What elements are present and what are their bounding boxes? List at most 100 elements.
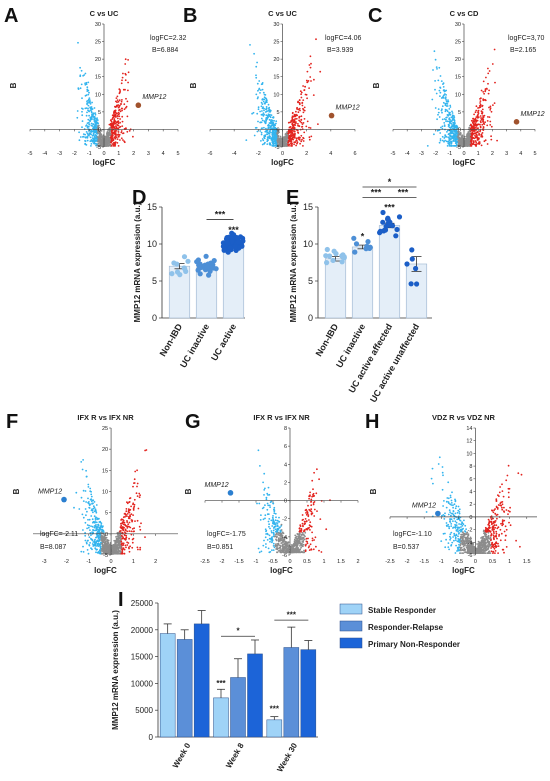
data-point xyxy=(123,141,126,144)
data-point xyxy=(458,508,461,511)
data-point xyxy=(474,140,477,142)
data-point xyxy=(272,130,275,133)
data-point xyxy=(256,130,259,133)
data-point xyxy=(299,545,301,547)
x-tick-label: 0 xyxy=(462,151,465,157)
data-point xyxy=(441,125,444,128)
x-tick-label: 1 xyxy=(117,151,120,157)
data-point xyxy=(260,101,263,104)
data-point xyxy=(259,110,261,113)
data-point xyxy=(87,102,89,104)
data-point xyxy=(271,525,274,527)
data-point xyxy=(79,87,82,90)
data-point xyxy=(302,140,305,142)
data-point xyxy=(255,65,258,68)
data-point xyxy=(449,533,452,536)
data-point xyxy=(257,89,259,92)
y-tick-label: 30 xyxy=(95,22,101,28)
data-point xyxy=(297,111,300,114)
x-tick-label: -2.5 xyxy=(200,559,209,565)
data-point xyxy=(111,548,114,551)
data-point xyxy=(293,130,296,133)
data-point xyxy=(95,139,98,142)
data-point xyxy=(439,91,442,94)
data-point xyxy=(484,89,487,91)
data-point xyxy=(87,99,89,102)
data-point xyxy=(448,143,451,146)
data-point xyxy=(111,544,113,547)
y-tick-label: 15 xyxy=(455,75,461,81)
data-point xyxy=(81,97,83,100)
data-point xyxy=(481,112,484,115)
data-point xyxy=(92,545,95,547)
data-point xyxy=(100,536,102,538)
data-point xyxy=(313,471,315,474)
data-point xyxy=(100,525,103,528)
data-point xyxy=(114,133,117,136)
data-point xyxy=(290,129,293,132)
data-point xyxy=(494,81,496,84)
y-tick-label: 6 xyxy=(284,444,287,450)
data-point xyxy=(255,93,258,96)
data-point xyxy=(312,94,315,96)
data-point xyxy=(93,526,96,529)
data-point xyxy=(309,491,311,494)
data-point xyxy=(86,549,89,551)
data-point xyxy=(132,135,134,138)
data-point xyxy=(118,99,121,102)
data-point xyxy=(133,530,136,533)
data-point xyxy=(301,101,304,104)
data-point xyxy=(298,103,301,106)
data-point xyxy=(134,470,137,473)
data-point xyxy=(116,541,118,544)
data-point xyxy=(127,523,130,526)
data-point xyxy=(480,89,483,92)
data-point xyxy=(263,472,266,475)
data-point xyxy=(127,71,130,74)
data-point xyxy=(276,551,278,554)
data-point xyxy=(83,74,86,76)
data-point xyxy=(122,519,125,522)
data-point xyxy=(310,510,313,513)
data-point xyxy=(278,516,280,519)
data-point xyxy=(100,541,102,544)
data-point xyxy=(114,145,116,147)
data-point xyxy=(449,111,451,114)
data-point xyxy=(277,532,280,534)
data-point xyxy=(318,478,320,481)
data-point xyxy=(91,548,93,551)
data-point xyxy=(85,469,87,472)
data-point xyxy=(315,545,317,548)
data-point xyxy=(448,139,451,142)
data-point xyxy=(302,99,305,101)
data-point xyxy=(277,543,280,546)
data-point xyxy=(103,549,106,551)
data-point xyxy=(87,118,90,121)
data-point xyxy=(259,89,262,91)
data-point xyxy=(88,119,91,122)
mmp12-point xyxy=(328,112,335,119)
data-point xyxy=(452,536,454,538)
data-point xyxy=(290,133,292,136)
data-point xyxy=(269,551,272,553)
data-point xyxy=(126,130,129,133)
x-tick-label: -4 xyxy=(232,151,237,157)
mmp12-point xyxy=(227,490,234,496)
data-point xyxy=(124,88,126,91)
data-point xyxy=(503,530,506,533)
data-point xyxy=(87,502,90,505)
data-point xyxy=(265,546,267,548)
x-tick-label: 2 xyxy=(154,559,157,565)
data-point xyxy=(120,137,123,140)
y-tick-label: 10 xyxy=(95,92,101,98)
data-point xyxy=(87,539,89,542)
data-point xyxy=(441,471,444,474)
y-tick-label: 15 xyxy=(102,468,108,474)
data-point xyxy=(288,126,291,129)
x-tick-label: -0.5 xyxy=(268,559,277,565)
data-point xyxy=(291,123,294,126)
data-point xyxy=(88,114,90,117)
data-point xyxy=(292,127,295,130)
data-point xyxy=(113,119,116,121)
data-point xyxy=(89,99,91,101)
